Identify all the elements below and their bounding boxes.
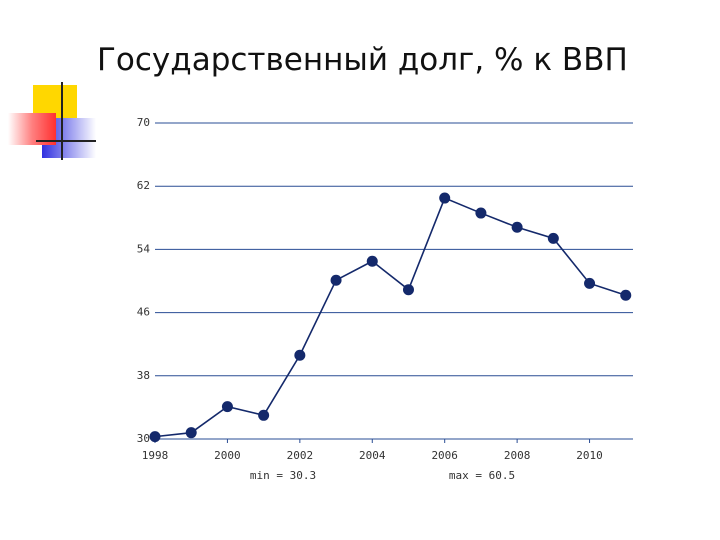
- point: [547, 232, 559, 244]
- point: [221, 401, 233, 413]
- x-tick-label: 1998: [142, 449, 169, 462]
- point: [258, 409, 270, 421]
- point: [402, 284, 414, 296]
- point: [294, 349, 306, 361]
- y-tick-label: 54: [137, 242, 151, 255]
- x-tick-label: 2008: [504, 449, 531, 462]
- point: [366, 255, 378, 267]
- chart-title: Государственный долг, % к ВВП: [97, 42, 628, 78]
- x-tick-label: 2000: [214, 449, 241, 462]
- x-tick-label: 2006: [431, 449, 458, 462]
- y-tick-label: 62: [137, 179, 150, 192]
- point: [475, 207, 487, 219]
- point: [330, 274, 342, 286]
- point: [584, 277, 596, 289]
- y-tick-label: 38: [137, 369, 150, 382]
- x-tick-label: 2004: [359, 449, 386, 462]
- annotation: max = 60.5: [449, 469, 515, 482]
- decor-pink: [8, 113, 56, 145]
- point: [185, 427, 197, 439]
- point: [439, 192, 451, 204]
- y-tick-label: 70: [137, 116, 150, 129]
- x-tick-label: 2010: [576, 449, 603, 462]
- y-tick-label: 46: [137, 306, 150, 319]
- y-tick-label: 30: [137, 432, 150, 445]
- point: [511, 221, 523, 233]
- point: [149, 431, 161, 443]
- series-line: [154, 196, 627, 438]
- annotation: min = 30.3: [250, 469, 316, 482]
- x-tick-label: 2002: [287, 449, 314, 462]
- point: [620, 289, 632, 301]
